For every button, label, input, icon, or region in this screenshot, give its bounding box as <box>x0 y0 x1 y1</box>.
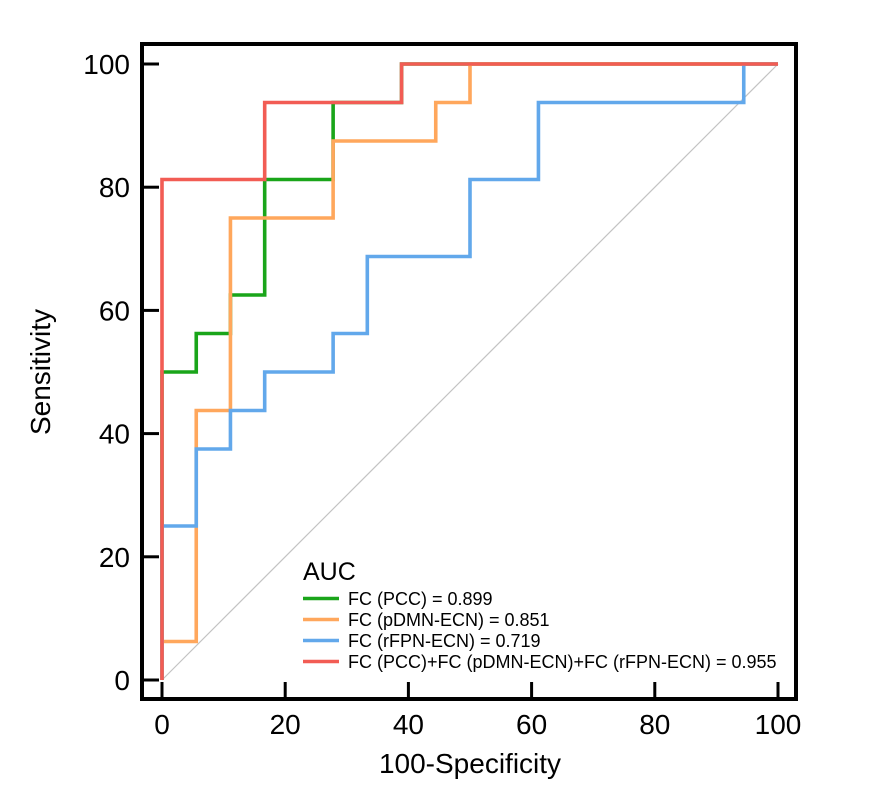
y-tick-label: 20 <box>99 542 130 573</box>
roc-curve-3 <box>160 62 778 680</box>
x-axis-ticks <box>160 682 780 697</box>
x-tick-label: 100 <box>755 709 802 740</box>
legend-item: FC (PCC) = 0.899 <box>303 589 493 609</box>
x-tick-label: 40 <box>393 709 424 740</box>
legend-title: AUC <box>303 558 356 586</box>
y-axis-title: Sensitivity <box>25 309 56 435</box>
y-tick-labels: 0 20 40 60 80 100 <box>83 49 130 696</box>
y-tick-label: 80 <box>99 172 130 203</box>
x-tick-label: 60 <box>516 709 547 740</box>
x-axis-title: 100-Specificity <box>379 748 561 779</box>
y-axis-ticks <box>144 62 159 682</box>
legend-item: FC (rFPN-ECN) = 0.719 <box>303 631 541 651</box>
x-tick-labels: 0 20 40 60 80 100 <box>154 709 801 740</box>
legend-item: FC (pDMN-ECN) = 0.851 <box>303 610 550 630</box>
roc-curve-4 <box>160 62 778 680</box>
legend-item-label: FC (rFPN-ECN) = 0.719 <box>348 631 541 651</box>
x-tick-label: 0 <box>154 709 170 740</box>
legend-item-label: FC (PCC) = 0.899 <box>348 589 493 609</box>
y-tick-label: 0 <box>114 665 130 696</box>
legend-item-label: FC (PCC)+FC (pDMN-ECN)+FC (rFPN-ECN) = 0… <box>348 652 777 672</box>
x-tick-label: 80 <box>639 709 670 740</box>
series-lines <box>160 62 778 680</box>
legend-item-label: FC (pDMN-ECN) = 0.851 <box>348 610 550 630</box>
roc-curve-2 <box>160 62 778 680</box>
chance-diagonal-line <box>161 63 779 681</box>
plot-frame <box>140 42 798 701</box>
y-tick-label: 60 <box>99 295 130 326</box>
y-tick-label: 40 <box>99 419 130 450</box>
x-tick-label: 20 <box>270 709 301 740</box>
legend-item: FC (PCC)+FC (pDMN-ECN)+FC (rFPN-ECN) = 0… <box>303 652 777 672</box>
y-tick-label: 100 <box>83 49 130 80</box>
